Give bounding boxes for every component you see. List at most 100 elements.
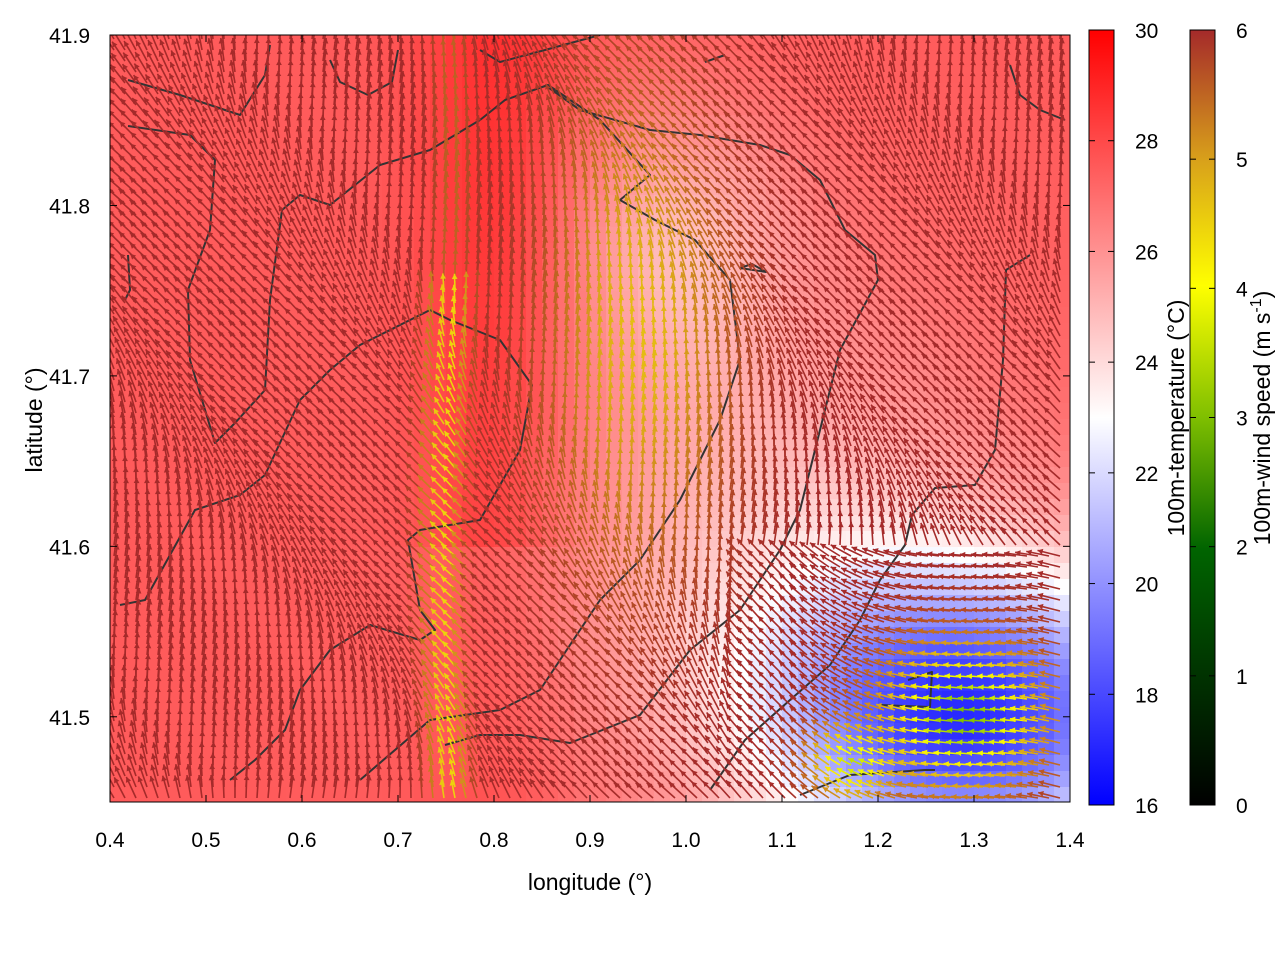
temperature-cell (1038, 467, 1055, 484)
temperature-cell (1054, 499, 1070, 516)
temperature-cell (574, 787, 591, 802)
temperature-cell (558, 595, 575, 612)
temperature-cell (654, 467, 671, 484)
temperature-cell (206, 771, 223, 788)
wind-arrowhead (208, 16, 214, 22)
wind-arrowhead (104, 326, 109, 332)
temperature-cell (142, 259, 159, 276)
temperature-cell (798, 243, 815, 260)
temperature-cell (270, 675, 287, 692)
temperature-cell (142, 659, 159, 676)
temperature-cell (158, 675, 175, 692)
temperature-cell (334, 691, 351, 708)
temperature-cell (158, 163, 175, 180)
temperature-cell (734, 771, 751, 788)
temperature-cell (110, 467, 127, 484)
temperature-cell (158, 339, 175, 356)
temperature-cell (158, 515, 175, 532)
temperature-cell (590, 787, 607, 802)
temperature-cell (222, 243, 239, 260)
temperature-cell (654, 451, 671, 468)
temperature-cell (686, 531, 703, 548)
temperature-cell (542, 387, 559, 404)
temperature-cell (638, 787, 655, 802)
wind-arrowhead (208, 27, 214, 33)
wind-arrowhead (184, 27, 190, 33)
temperature-cell (158, 787, 175, 802)
temperature-cell (110, 499, 127, 516)
temperature-cell (222, 307, 239, 324)
temperature-cell (958, 643, 975, 660)
temperature-cell (622, 323, 639, 340)
temperature-cell (222, 371, 239, 388)
temperature-cell (1054, 755, 1070, 772)
temperature-cell (862, 323, 879, 340)
temperature-cell (542, 787, 559, 802)
temperature-cell (142, 483, 159, 500)
temperature-cell (878, 323, 895, 340)
temperature-cell (1006, 659, 1023, 676)
temperature-cell (1022, 499, 1039, 516)
temperature-cell (1054, 387, 1070, 404)
wind-arrowhead (97, 156, 103, 162)
temperature-cell (446, 211, 463, 228)
temperature-cell (510, 787, 527, 802)
temperature-cell (238, 211, 255, 228)
temperature-cell (622, 771, 639, 788)
temperature-cell (1022, 163, 1039, 180)
temperature-cell (798, 755, 815, 772)
temperature-cell (158, 659, 175, 676)
temperature-cell (766, 83, 783, 100)
temperature-cell (446, 611, 463, 628)
temperature-cell (1054, 531, 1070, 548)
temperature-cell (270, 787, 287, 802)
temperature-cell (350, 787, 367, 802)
temperature-cell (142, 515, 159, 532)
temperature-cell (606, 771, 623, 788)
temperature-cell (1054, 611, 1070, 628)
temperature-cell (510, 307, 527, 324)
temperature-cell (142, 675, 159, 692)
temperature-cell (126, 675, 143, 692)
temperature-cell (478, 131, 495, 148)
temperature-cell (494, 531, 511, 548)
temperature-cell (1038, 179, 1055, 196)
temperature-cell (974, 403, 991, 420)
temperature-cell (334, 707, 351, 724)
wind-arrowhead (172, 28, 178, 34)
wind-arrowhead (104, 744, 109, 750)
temperature-cell (350, 147, 367, 164)
temperature-cell (1054, 787, 1070, 802)
temperature-cell (190, 723, 207, 740)
temperature-cell (1006, 531, 1023, 548)
wind-arrowhead (97, 199, 103, 205)
temperature-cell (1022, 147, 1039, 164)
temperature-cell (606, 787, 623, 802)
temperature-cell (686, 499, 703, 516)
temperature-cell (190, 515, 207, 532)
temperature-cell (142, 499, 159, 516)
wind-arrowhead (97, 145, 103, 151)
temperature-cell (510, 643, 527, 660)
temperature-cell (1022, 531, 1039, 548)
temperature-cell (1054, 771, 1070, 788)
temperature-cell (302, 147, 319, 164)
wind-arrowhead (100, 54, 106, 60)
temperature-cell (286, 787, 303, 802)
temperature-cell (734, 579, 751, 596)
temperature-cell (926, 275, 943, 292)
temperature-cell (158, 243, 175, 260)
temperature-cell (142, 787, 159, 802)
temperature-cell (142, 531, 159, 548)
temperature-cell (958, 659, 975, 676)
temperature-cell (862, 99, 879, 116)
temperature-cell (158, 499, 175, 516)
temperature-cell (334, 787, 351, 802)
temperature-cell (1038, 531, 1055, 548)
temperature-cell (1054, 515, 1070, 532)
temperature-cell (238, 451, 255, 468)
temperature-cell (350, 723, 367, 740)
temperature-cell (174, 723, 191, 740)
temperature-cell (174, 675, 191, 692)
wind-arrowhead (267, 16, 273, 21)
